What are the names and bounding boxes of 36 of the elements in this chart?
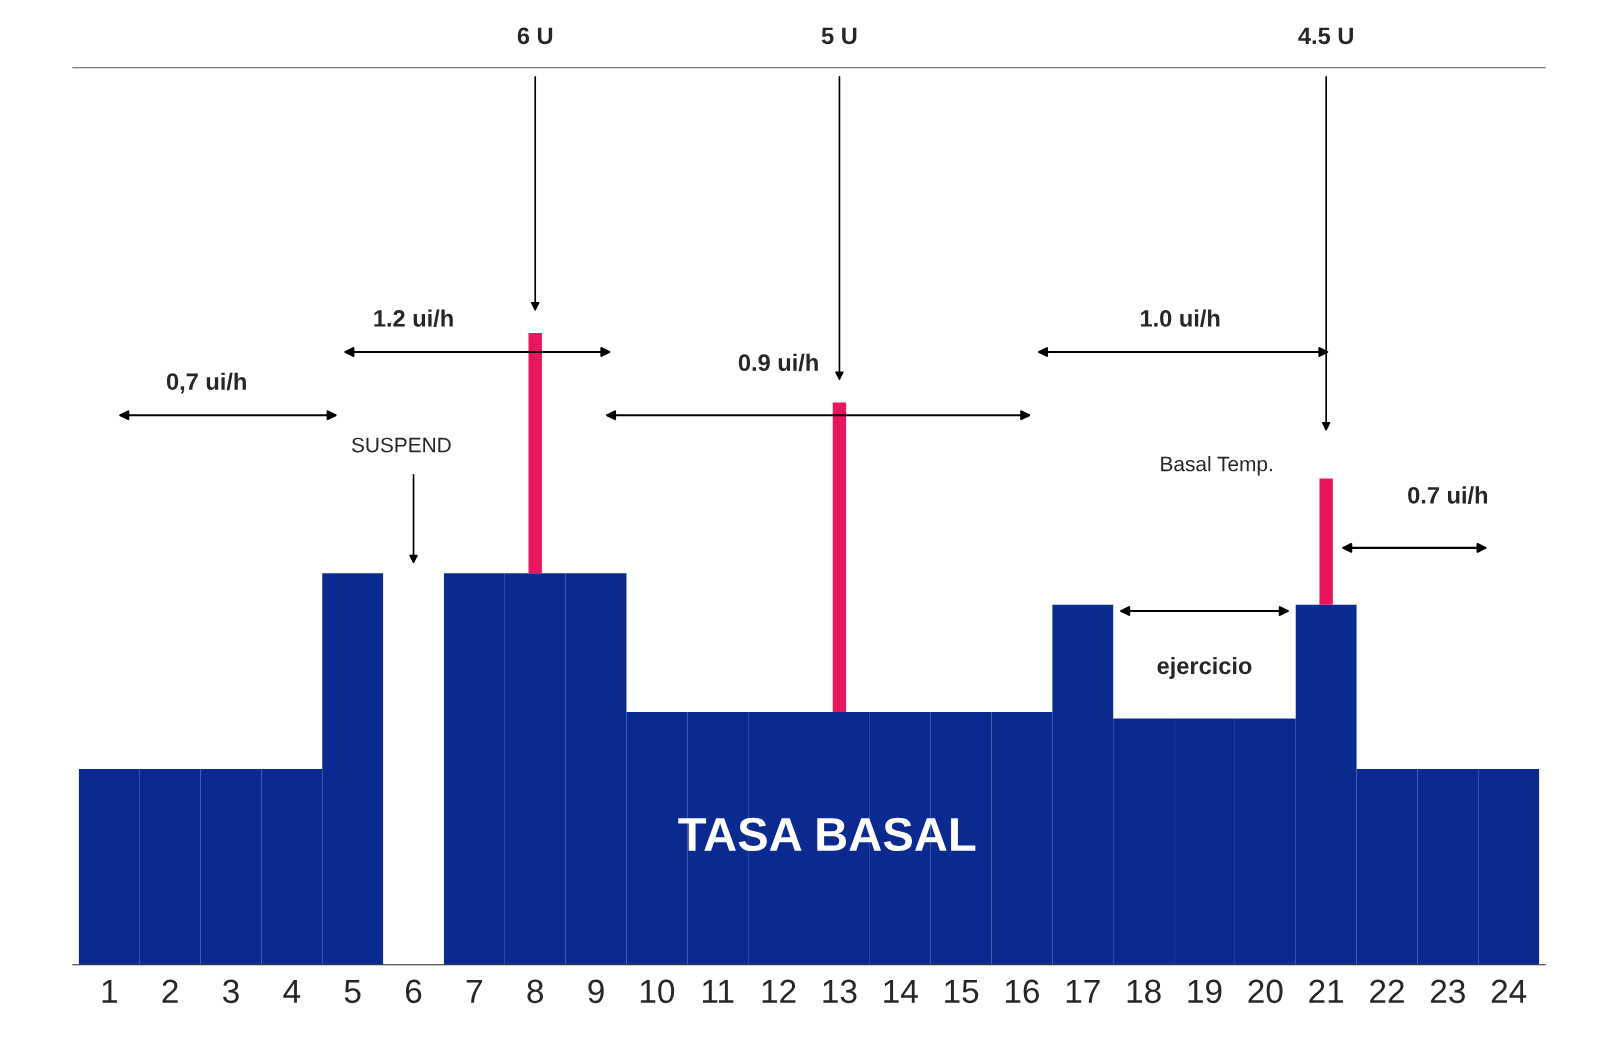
x-tick-label: 22 <box>1370 979 1404 1003</box>
annotation: TASA BASAL <box>678 817 976 852</box>
x-tick-label: 21 <box>1309 979 1344 1003</box>
x-tick-label: 3 <box>223 979 239 1004</box>
text: 4.5 U <box>1298 27 1353 45</box>
annotation: ejercicio <box>1157 656 1252 679</box>
x-tick-label: 17 <box>1066 979 1100 1003</box>
x-tick-label: 9 <box>588 979 604 1004</box>
x-tick-label: 18 <box>1127 979 1161 1004</box>
annotation: 0.9 ui/h <box>738 353 818 372</box>
x-tick-label: 2 <box>162 979 178 1003</box>
annotation: 0,7 ui/h <box>166 372 246 394</box>
text: 1.2 ui/h <box>374 309 453 328</box>
x-tick-label: 19 <box>1188 979 1222 1004</box>
text: 1.0 ui/h <box>1140 309 1220 328</box>
x-tick-label: 10 <box>640 979 675 1004</box>
text: 6 U <box>517 27 553 45</box>
x-tick-label: 23 <box>1430 979 1465 1004</box>
x-tick-label: 20 <box>1248 979 1283 1004</box>
annotation: Basal Temp. <box>1161 456 1272 476</box>
x-tick-label: 5 <box>344 979 361 1004</box>
x-tick-label: 6 <box>405 979 422 1004</box>
text: 5 U <box>821 27 857 45</box>
x-tick-label: 1 <box>102 979 117 1003</box>
x-tick-label: 24 <box>1491 979 1527 1003</box>
x-tick-label: 16 <box>1005 979 1040 1004</box>
x-tick-label: 13 <box>823 979 857 1004</box>
x-tick-label: 7 <box>466 979 482 1003</box>
annotation: SUSPEND <box>351 437 451 453</box>
x-tick-label: 11 <box>702 979 734 1003</box>
x-tick-label: 8 <box>527 979 544 1004</box>
x-tick-label: 4 <box>283 979 301 1003</box>
x-tick-label: 12 <box>762 979 796 1003</box>
annotation: 0.7 ui/h <box>1408 486 1488 504</box>
x-tick-label: 14 <box>884 979 918 1003</box>
x-tick-label: 15 <box>945 979 979 1004</box>
